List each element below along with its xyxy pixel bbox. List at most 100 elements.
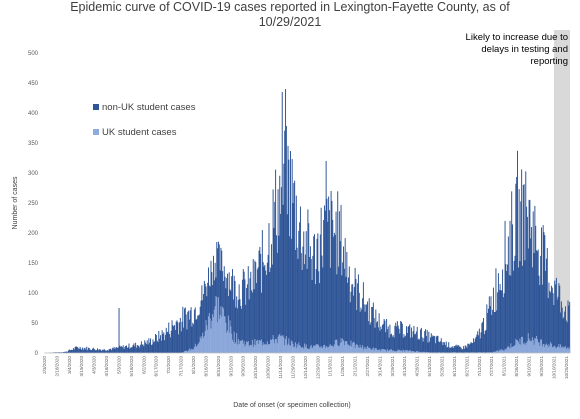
bar-uk — [182, 352, 184, 353]
bar-non-uk — [353, 287, 355, 353]
bar-non-uk — [399, 333, 401, 353]
bar-non-uk — [159, 338, 161, 353]
bar-non-uk — [376, 322, 378, 353]
bar-non-uk — [409, 324, 411, 353]
bar-non-uk — [119, 345, 121, 353]
bar-uk — [195, 346, 197, 353]
bar-uk — [224, 316, 226, 353]
bar-uk — [206, 325, 208, 353]
bar-non-uk — [529, 200, 531, 353]
bar-non-uk — [198, 315, 200, 353]
bar-uk — [299, 346, 301, 353]
bar-non-uk — [254, 260, 256, 353]
bar-uk — [343, 340, 345, 353]
bar-uk — [550, 343, 552, 353]
bar-non-uk — [464, 345, 466, 353]
bar-non-uk — [533, 253, 535, 353]
bar-non-uk — [356, 310, 358, 353]
bar-non-uk — [118, 308, 120, 353]
bar-uk — [568, 349, 570, 353]
bar-uk — [183, 351, 185, 353]
bar-uk — [543, 343, 545, 353]
bar-non-uk — [496, 310, 498, 353]
bar-uk — [524, 342, 526, 353]
bar-non-uk — [568, 305, 570, 353]
bar-uk — [280, 336, 282, 353]
bar-non-uk — [566, 322, 568, 353]
x-tick-label: 5/18/2020 — [129, 356, 134, 377]
bar-uk — [349, 345, 351, 353]
bar-non-uk — [253, 289, 255, 353]
bar-non-uk — [221, 250, 223, 353]
bar-non-uk — [193, 324, 195, 353]
bar-non-uk — [424, 330, 426, 353]
bar-non-uk — [152, 339, 154, 353]
bar-uk — [564, 347, 566, 353]
bar-uk — [529, 340, 531, 353]
bar-uk — [401, 350, 402, 353]
bar-uk — [288, 338, 290, 353]
bar-uk — [240, 340, 242, 353]
bar-non-uk — [270, 244, 272, 353]
bar-non-uk — [139, 347, 141, 353]
bar-non-uk — [480, 332, 482, 353]
bar-non-uk — [443, 342, 445, 353]
bar-uk — [503, 350, 505, 353]
x-tick-label: 11/14/2020 — [278, 356, 283, 379]
bar-non-uk — [332, 219, 334, 353]
bar-non-uk — [164, 334, 166, 353]
bar-uk — [379, 349, 381, 353]
bar-uk — [293, 347, 295, 353]
bar-uk — [228, 332, 230, 353]
bar-uk — [225, 322, 227, 353]
bar-non-uk — [367, 321, 369, 353]
bar-non-uk — [425, 336, 427, 353]
bar-uk — [312, 347, 314, 353]
bar-uk — [496, 350, 498, 353]
bar-non-uk — [116, 347, 118, 353]
bar-non-uk — [550, 292, 552, 353]
bar-uk — [381, 349, 383, 353]
bar-non-uk — [304, 264, 306, 353]
bar-non-uk — [224, 276, 226, 353]
bar-uk — [413, 351, 415, 353]
bar-non-uk — [89, 349, 91, 353]
bar-uk — [221, 316, 223, 353]
bar-uk — [511, 347, 513, 353]
bar-non-uk — [271, 264, 273, 353]
bar-non-uk — [318, 271, 320, 353]
bar-uk — [352, 343, 354, 353]
bar-uk — [246, 342, 248, 353]
bar-non-uk — [246, 287, 248, 353]
bar-non-uk — [180, 331, 182, 353]
bar-non-uk — [555, 284, 557, 353]
bar-uk — [490, 352, 492, 353]
bar-uk — [367, 346, 369, 353]
bar-non-uk — [92, 347, 94, 353]
bar-non-uk — [241, 279, 243, 353]
bar-non-uk — [507, 264, 509, 353]
bar-non-uk — [107, 350, 109, 353]
bar-uk — [238, 343, 240, 353]
bar-uk — [250, 344, 252, 353]
bar-uk — [560, 344, 562, 353]
bar-uk — [233, 331, 235, 353]
bar-uk — [569, 347, 571, 353]
x-tick-label: 10/25/2021 — [564, 356, 569, 379]
bar-non-uk — [454, 346, 456, 353]
bar-uk — [230, 326, 232, 353]
bar-uk — [256, 341, 258, 353]
bar-uk — [497, 350, 499, 353]
bar-non-uk — [108, 349, 110, 353]
bar-uk — [339, 343, 341, 353]
bar-uk — [231, 333, 233, 353]
bar-non-uk — [436, 335, 438, 353]
bar-non-uk — [387, 326, 389, 353]
bar-non-uk — [333, 232, 335, 353]
bar-non-uk — [400, 321, 402, 353]
bar-uk — [235, 342, 237, 353]
bar-non-uk — [382, 323, 384, 353]
bar-non-uk — [161, 330, 163, 353]
bar-uk — [510, 343, 512, 353]
bar-non-uk — [225, 288, 227, 353]
